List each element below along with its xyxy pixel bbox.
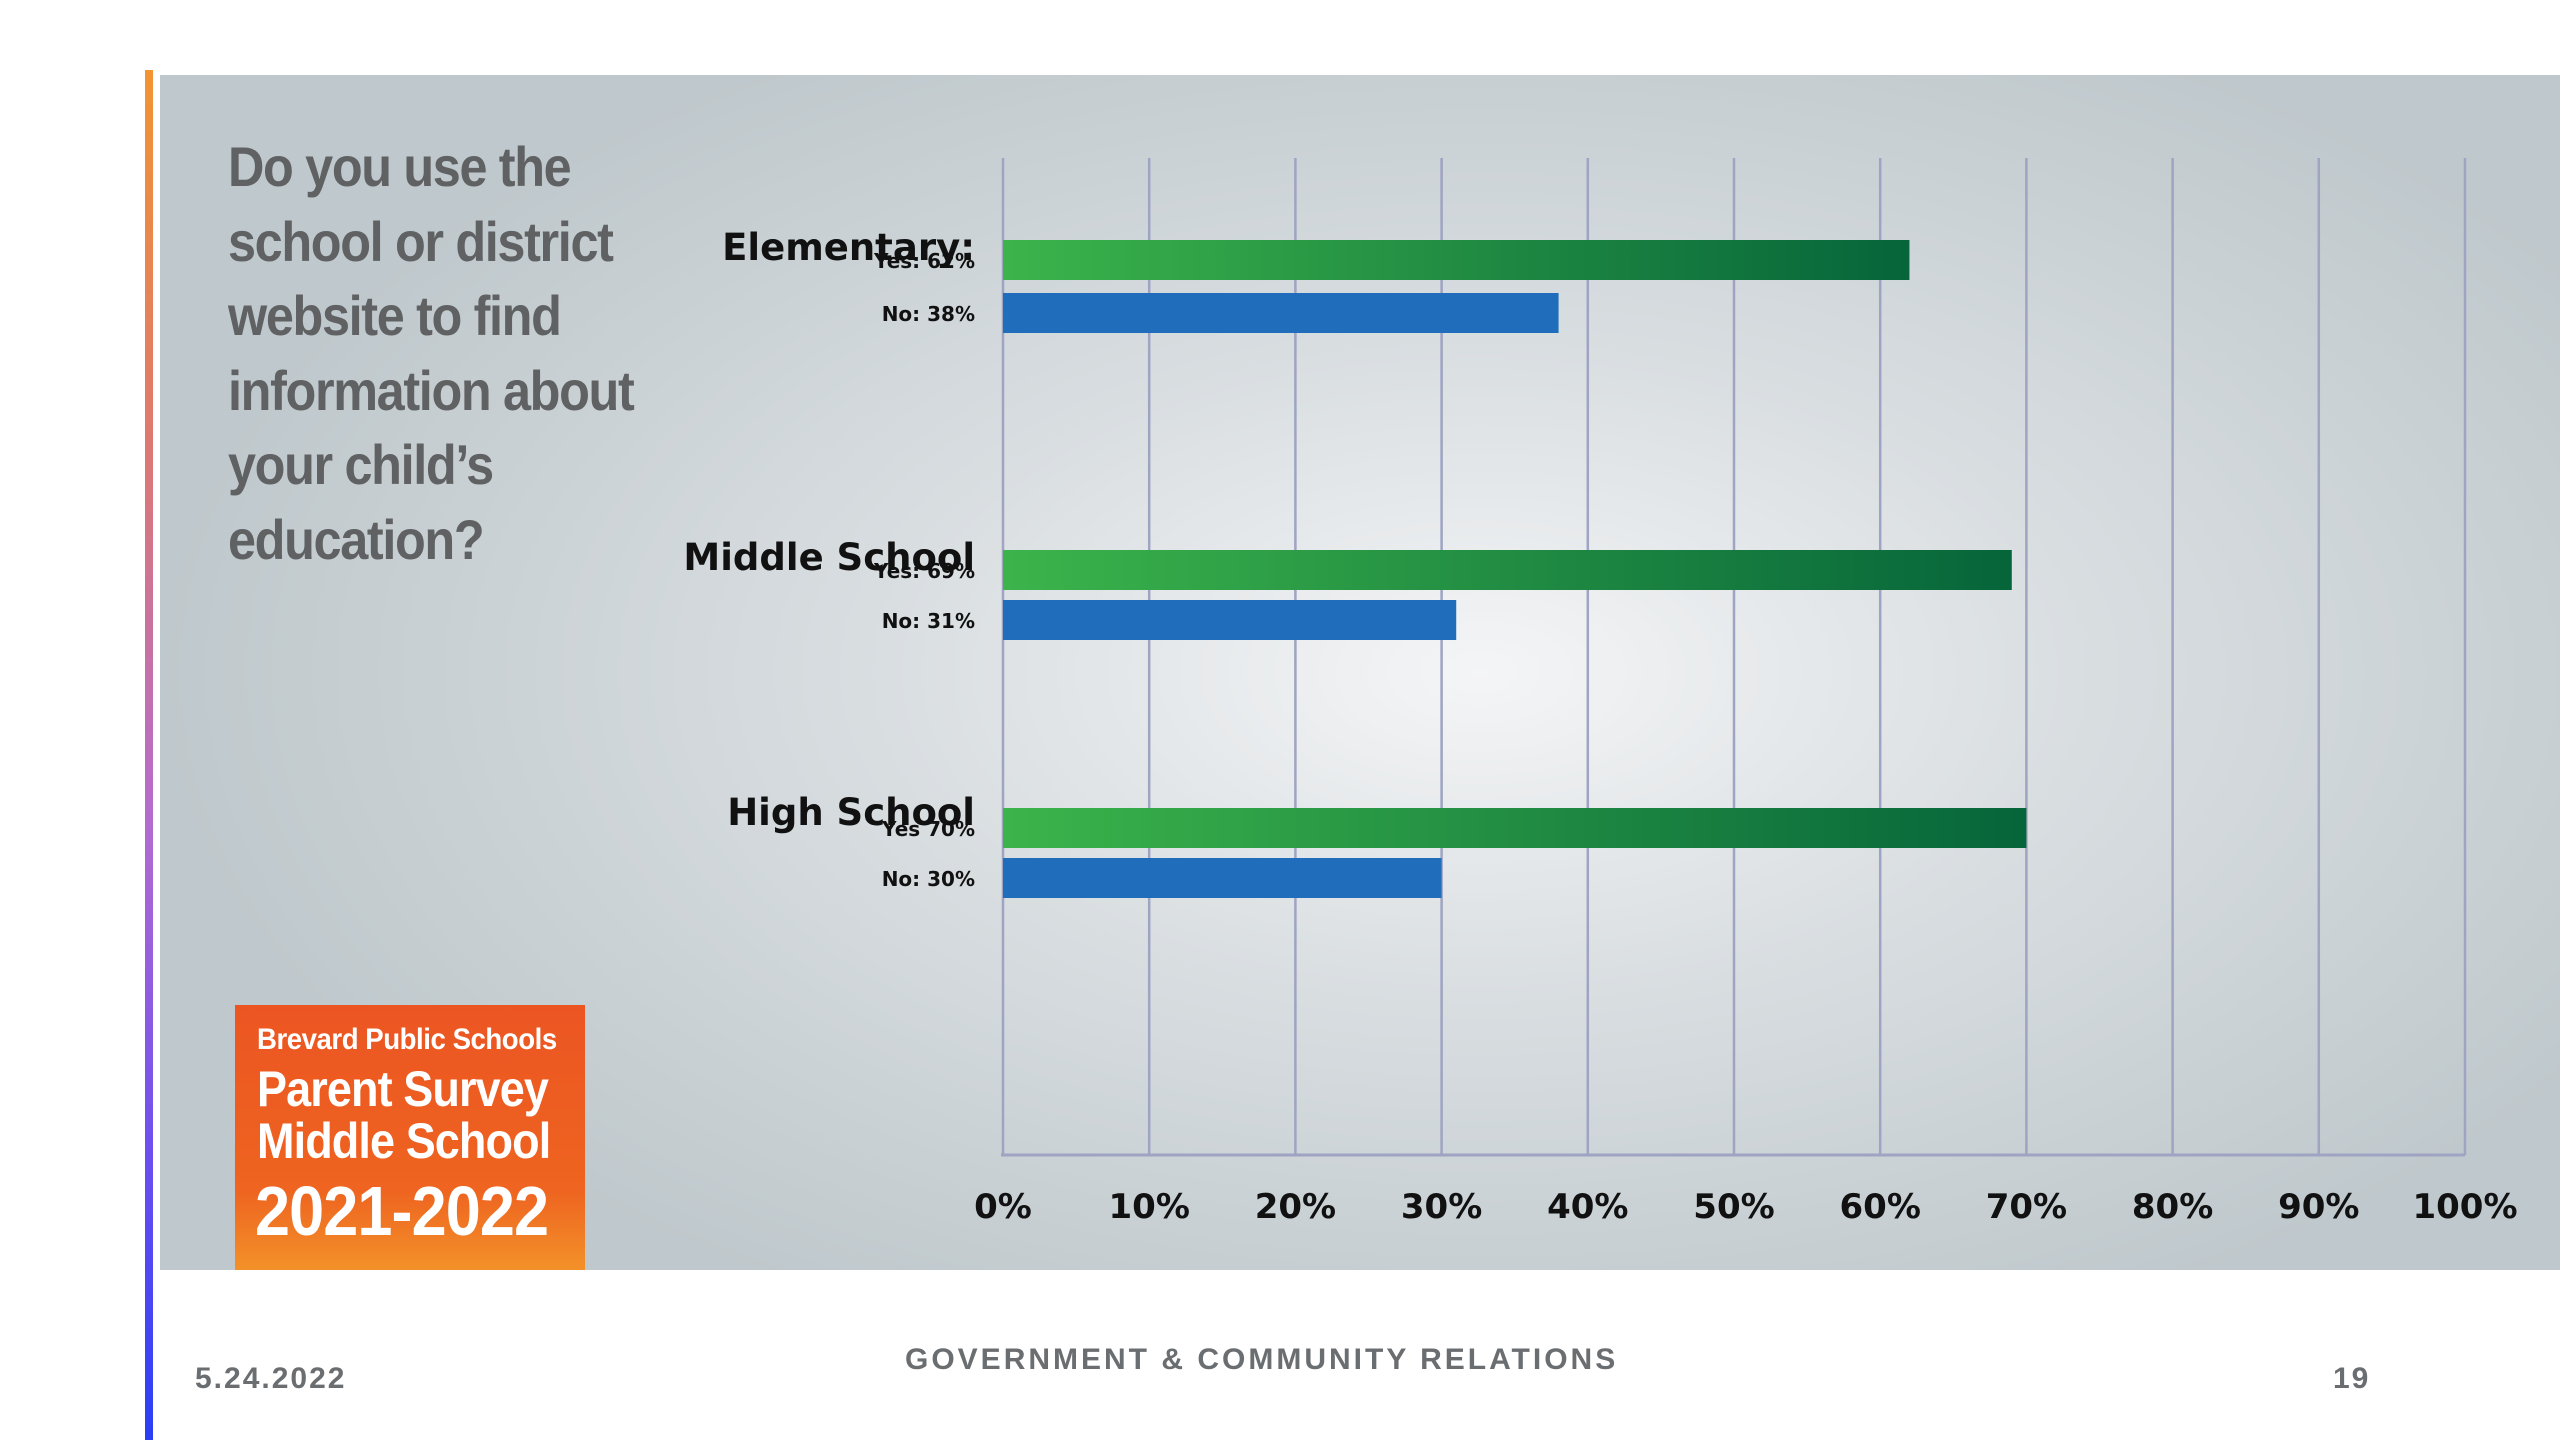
bar-no [1003,293,1559,333]
logo-org-name: Brevard Public Schools [257,1023,557,1056]
x-tick-label: 80% [2132,1187,2213,1227]
page-number: 19 [2333,1362,2371,1395]
bar-label: Yes: 62% [873,249,975,273]
bar-no [1003,600,1457,640]
bar-chart: 0% 10% 20% 30% 40% 50% 60% 70% 80% 90% 100% Element… [683,158,2518,1227]
group-label: Middle School [683,536,975,579]
bar-label: No: 31% [882,609,975,633]
bar-label: No: 38% [882,302,975,326]
x-tick-label: 0% [974,1187,1032,1227]
logo-subtitle: Middle School [257,1113,551,1169]
logo-year: 2021-2022 [255,1172,549,1250]
x-tick-label: 50% [1693,1187,1774,1227]
bar-label: Yes 70% [881,817,975,841]
bar-yes [1003,808,2027,848]
x-tick-label: 20% [1255,1187,1336,1227]
x-tick-label: 100% [2412,1187,2517,1227]
survey-logo: Brevard Public Schools Parent Survey Mid… [235,1005,585,1270]
bar-yes [1003,550,2012,590]
bar-label: No: 30% [882,867,975,891]
bar-label: Yes: 69% [873,559,975,583]
x-tick-label: 40% [1547,1187,1628,1227]
footer-department: GOVERNMENT & COMMUNITY RELATIONS [905,1343,1619,1376]
group-label: High School [727,791,975,834]
survey-question: Do you use the school or district websit… [228,135,635,571]
x-tick-label: 90% [2278,1187,2359,1227]
logo-title: Parent Survey [257,1061,549,1117]
x-tick-label: 60% [1840,1187,1921,1227]
x-tick-label: 30% [1401,1187,1482,1227]
accent-bar [145,70,153,1440]
footer-date: 5.24.2022 [195,1362,347,1395]
bar-no [1003,858,1442,898]
group-label: Elementary: [722,226,975,269]
x-tick-label: 10% [1109,1187,1190,1227]
slide-panel: Do you use the school or district websit… [160,75,2560,1270]
bar-yes [1003,240,1910,280]
x-tick-label: 70% [1986,1187,2067,1227]
